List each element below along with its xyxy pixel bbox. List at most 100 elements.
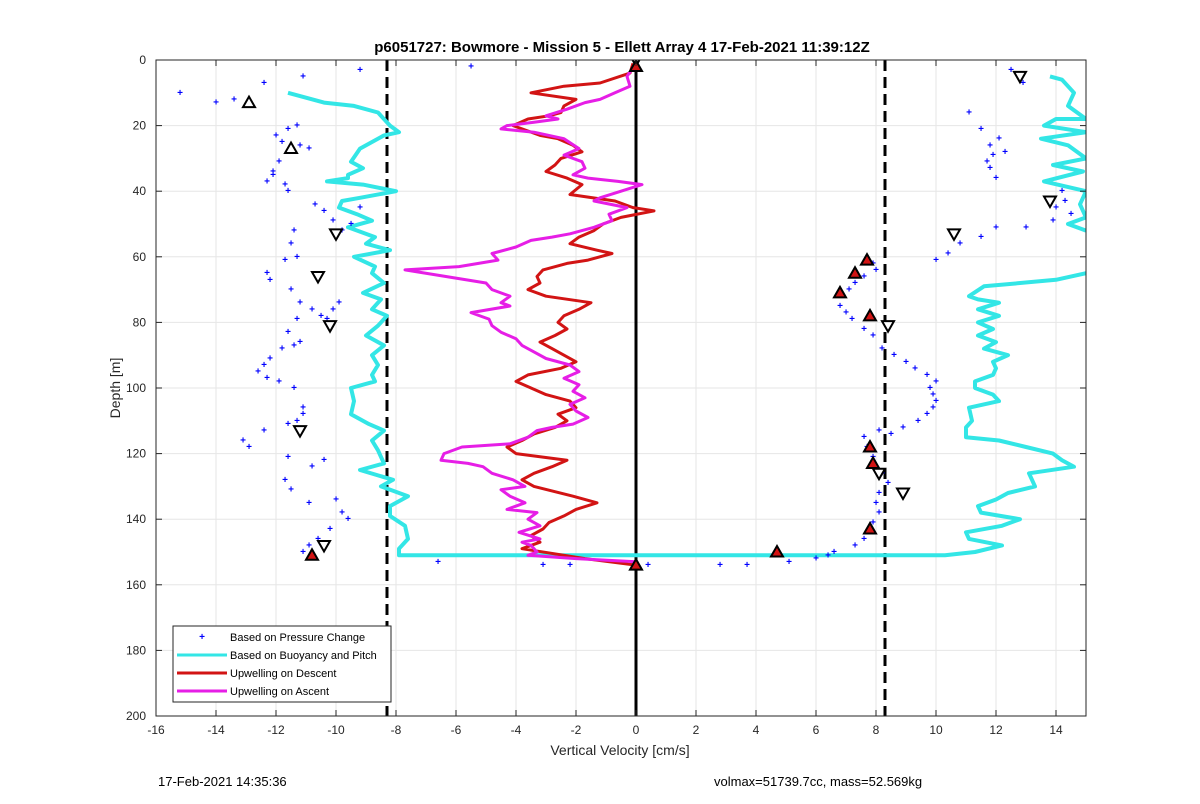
- pressure-change-point: +: [297, 298, 303, 309]
- pressure-change-point: +: [744, 560, 750, 571]
- pressure-change-point: +: [177, 88, 183, 99]
- pressure-change-point: +: [315, 534, 321, 545]
- pressure-change-point: +: [300, 403, 306, 414]
- pressure-change-point: +: [300, 71, 306, 82]
- pressure-change-point: +: [285, 124, 291, 135]
- pressure-change-point: +: [306, 144, 312, 155]
- pressure-change-point: +: [285, 186, 291, 197]
- triangle-up-marker: [859, 252, 875, 266]
- pressure-change-point: +: [852, 540, 858, 551]
- pressure-change-point: +: [333, 495, 339, 506]
- pressure-change-point: +: [1050, 216, 1056, 227]
- pressure-change-point: +: [843, 308, 849, 319]
- x-tick-label: -2: [571, 723, 582, 737]
- pressure-change-point: +: [435, 557, 441, 568]
- pressure-change-point: +: [330, 216, 336, 227]
- pressure-change-point: +: [288, 485, 294, 496]
- pressure-change-point: +: [231, 94, 237, 105]
- pressure-change-point: +: [993, 222, 999, 233]
- pressure-change-point: +: [813, 554, 819, 565]
- pressure-change-point: +: [282, 180, 288, 191]
- pressure-change-point: +: [930, 403, 936, 414]
- pressure-change-point: +: [255, 367, 261, 378]
- pressure-change-point: +: [294, 252, 300, 263]
- pressure-change-point: +: [261, 426, 267, 437]
- triangle-down-marker: [322, 320, 338, 334]
- pressure-change-point: +: [270, 167, 276, 178]
- pressure-change-point: +: [930, 390, 936, 401]
- pressure-change-point: +: [984, 157, 990, 168]
- pressure-change-point: +: [264, 176, 270, 187]
- pressure-change-point: +: [357, 65, 363, 76]
- pressure-change-point: +: [861, 534, 867, 545]
- y-tick-label: 200: [126, 709, 146, 723]
- triangle-down-marker: [1012, 70, 1028, 85]
- pressure-change-point: +: [213, 98, 219, 109]
- pressure-change-point: +: [282, 255, 288, 266]
- pressure-change-point: +: [306, 540, 312, 551]
- triangle-up-marker: [769, 543, 785, 558]
- triangle-up-marker: [862, 307, 878, 322]
- pressure-change-point: +: [327, 524, 333, 535]
- legend: + Based on Pressure Change Based on Buoyan…: [172, 625, 392, 703]
- pressure-change-point: +: [567, 560, 573, 571]
- pressure-change-point: +: [279, 137, 285, 148]
- legend-swatch-points: +: [199, 632, 205, 643]
- x-tick-label: 2: [693, 723, 700, 737]
- pressure-change-point: +: [885, 478, 891, 489]
- triangle-up-marker: [862, 521, 878, 535]
- triangle-down-marker: [895, 487, 911, 501]
- pressure-change-point: +: [282, 475, 288, 486]
- pressure-change-point: +: [849, 314, 855, 325]
- pressure-change-point: +: [330, 304, 336, 315]
- pressure-change-point: +: [957, 239, 963, 250]
- pressure-change-point: +: [324, 314, 330, 325]
- triangle-up-marker: [628, 557, 644, 571]
- triangle-down-marker: [292, 425, 308, 439]
- x-tick-label: 8: [873, 723, 880, 737]
- pressure-change-point: +: [861, 432, 867, 443]
- pressure-change-point: +: [873, 265, 879, 276]
- x-tick-label: -12: [267, 723, 285, 737]
- pressure-change-point: +: [288, 285, 294, 296]
- pressure-change-point: +: [264, 373, 270, 384]
- pressure-change-point: +: [294, 121, 300, 132]
- pressure-change-point: +: [876, 426, 882, 437]
- pressure-change-point: +: [1020, 78, 1026, 89]
- ascent-line: [403, 62, 644, 564]
- y-tick-label: 20: [133, 119, 147, 133]
- tick-labels: -16 -14 -12 -10 -8 -6 -4 -2 0 2 4 6 8 10 12 14020406080…: [126, 53, 1063, 737]
- pressure-change-point: +: [267, 275, 273, 286]
- pressure-change-point: +: [1008, 65, 1014, 76]
- chart-title: p6051727: Bowmore - Mission 5 - Ellett A…: [374, 39, 869, 56]
- pressure-change-point: +: [1059, 186, 1065, 197]
- axes: [155, 59, 1087, 717]
- plot-area: ++ ++++++ ++ + ++++ ++++++ +++++ +++++++ +++++++…: [177, 60, 1086, 716]
- pressure-change-point: +: [240, 435, 246, 446]
- pressure-change-point: +: [876, 508, 882, 519]
- pressure-change-point: +: [888, 429, 894, 440]
- x-axis-label: Vertical Velocity [cm/s]: [550, 742, 689, 758]
- pressure-change-point: +: [873, 498, 879, 509]
- triangle-up-marker: [241, 94, 257, 109]
- pressure-change-point: +: [291, 226, 297, 237]
- y-tick-label: 80: [133, 315, 147, 329]
- pressure-change-point: +: [927, 383, 933, 394]
- y-tick-label: 100: [126, 381, 146, 395]
- pressure-change-point: +: [846, 285, 852, 296]
- buoyancy-pitch-line: [1039, 74, 1086, 233]
- pressure-change-point: +: [285, 419, 291, 430]
- y-tick-label: 140: [126, 512, 146, 526]
- pressure-change-point: +: [987, 140, 993, 151]
- pressure-change-point: +: [273, 130, 279, 141]
- pressure-change-point: +: [345, 514, 351, 525]
- pressure-change-point: +: [294, 416, 300, 427]
- pressure-change-point: +: [291, 340, 297, 351]
- pressure-change-point: +: [261, 360, 267, 371]
- triangle-down-marker: [946, 228, 962, 242]
- y-axis-label: Depth [m]: [107, 358, 123, 419]
- legend-entry-label: Upwelling on Descent: [230, 668, 336, 680]
- pressure-change-point: +: [786, 557, 792, 568]
- pressure-change-point: +: [993, 173, 999, 184]
- y-tick-label: 60: [133, 250, 147, 264]
